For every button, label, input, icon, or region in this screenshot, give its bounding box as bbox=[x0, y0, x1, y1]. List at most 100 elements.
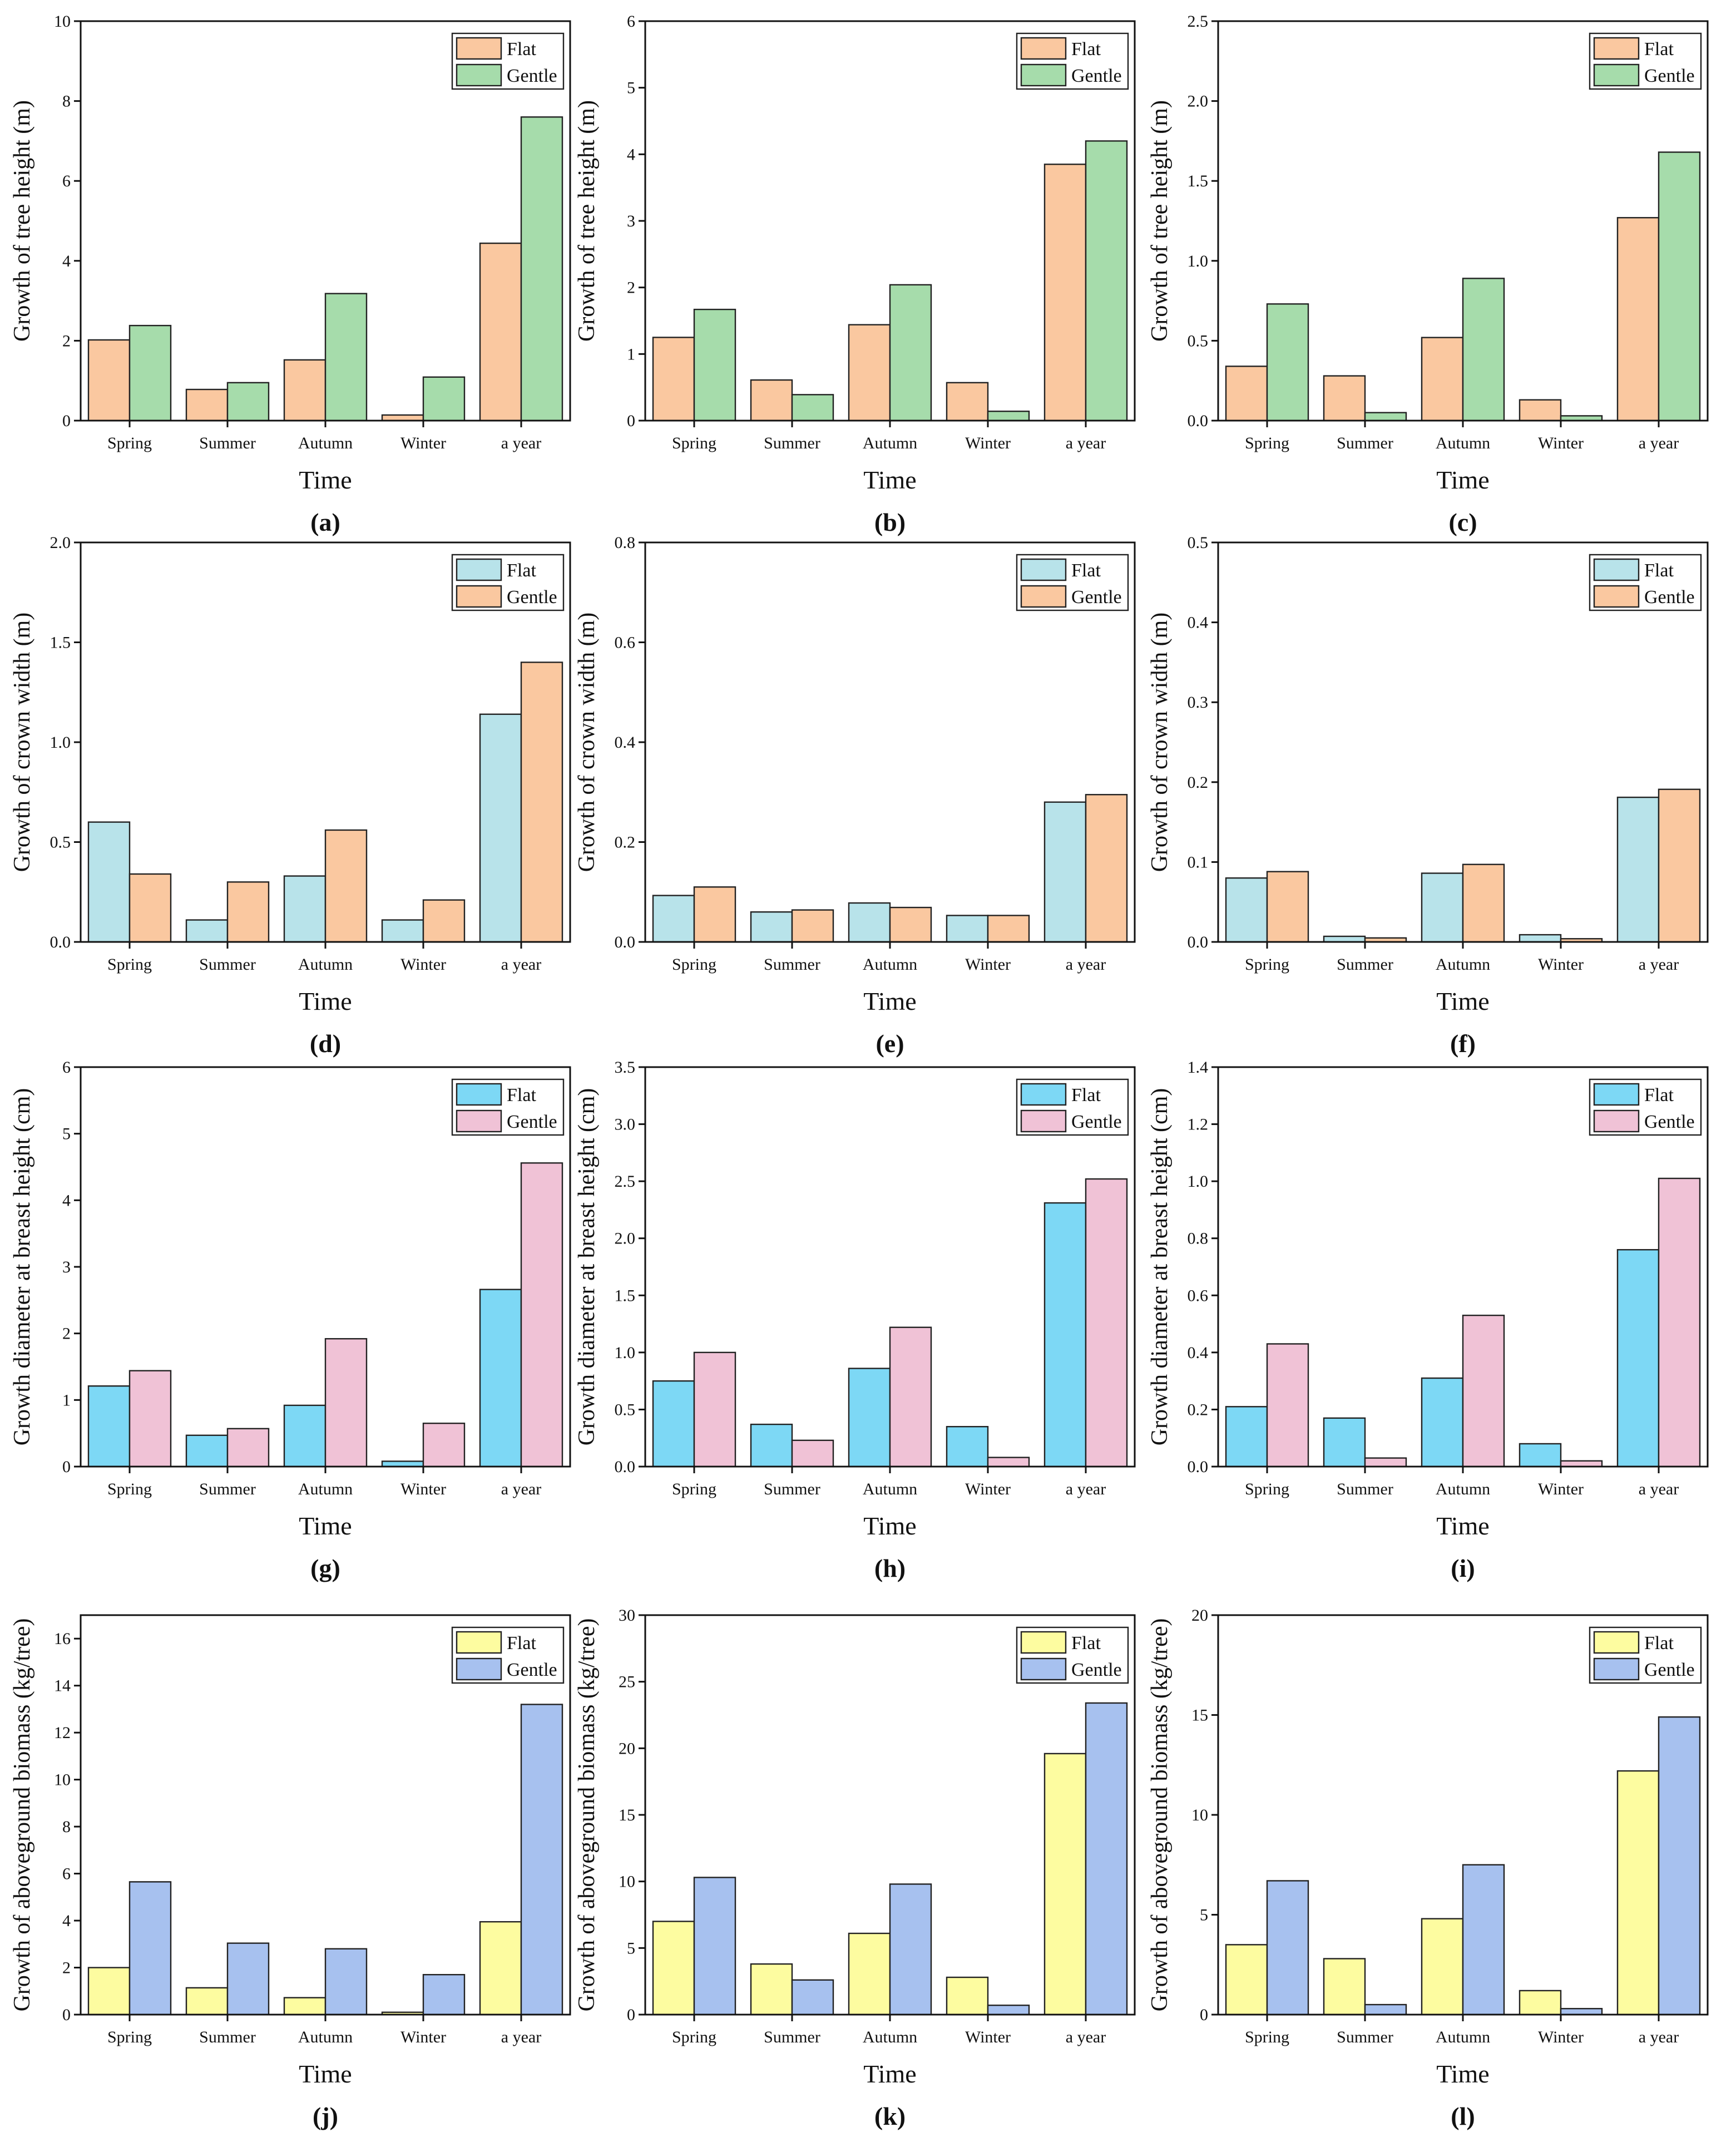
legend-label-gentle: Gentle bbox=[507, 587, 557, 608]
legend-swatch-flat bbox=[1593, 37, 1640, 60]
x-tick-label: Autumn bbox=[863, 2028, 917, 2046]
bar-flat-spring bbox=[87, 1385, 131, 1468]
bar-gentle-a-year bbox=[1085, 140, 1128, 422]
y-tick-label: 10 bbox=[619, 1873, 635, 1891]
x-axis-title: Time bbox=[299, 987, 352, 1015]
legend-swatch-gentle bbox=[1593, 1657, 1640, 1681]
bar-gentle-autumn bbox=[324, 1338, 368, 1468]
legend-label-gentle: Gentle bbox=[1644, 587, 1695, 608]
y-tick-label: 0.4 bbox=[1188, 614, 1209, 632]
y-axis-title: Growth of aboveground biomass (kg/tree) bbox=[574, 1618, 600, 2012]
bar-gentle-summer bbox=[791, 909, 834, 943]
y-tick-label: 0 bbox=[62, 1458, 71, 1476]
y-tick-label: 0.0 bbox=[615, 933, 636, 951]
bar-gentle-summer bbox=[791, 394, 834, 422]
bar-flat-autumn bbox=[283, 875, 327, 943]
y-tick-label: 0 bbox=[62, 412, 71, 430]
x-axis-title: Time bbox=[863, 466, 916, 494]
y-axis-title: Growth of crown width (m) bbox=[574, 613, 600, 872]
panel-label: (b) bbox=[874, 508, 906, 536]
bar-flat-a-year bbox=[1616, 217, 1660, 422]
x-tick-label: a year bbox=[501, 434, 541, 452]
bar-flat-summer bbox=[185, 1987, 229, 2016]
y-tick-label: 14 bbox=[54, 1677, 71, 1695]
bar-gentle-a-year bbox=[1085, 794, 1128, 943]
bar-gentle-winter bbox=[422, 899, 466, 943]
x-tick-label: a year bbox=[501, 955, 541, 974]
bar-flat-a-year bbox=[1616, 796, 1660, 943]
y-tick-label: 1.0 bbox=[1188, 252, 1209, 270]
bar-flat-summer bbox=[750, 911, 793, 943]
y-axis-title: Growth of aboveground biomass (kg/tree) bbox=[9, 1618, 35, 2012]
y-axis-title: Growth of tree height (m) bbox=[574, 100, 600, 342]
bar-gentle-spring bbox=[1266, 303, 1309, 422]
bar-gentle-a-year bbox=[1658, 1177, 1701, 1468]
y-tick-label: 15 bbox=[619, 1806, 635, 1824]
bar-flat-summer bbox=[750, 1423, 793, 1468]
x-tick-label: Summer bbox=[199, 2028, 256, 2046]
y-axis-title: Growth of crown width (m) bbox=[9, 613, 35, 872]
bar-flat-autumn bbox=[1421, 337, 1464, 422]
bar-gentle-summer bbox=[226, 1942, 270, 2016]
legend-label-gentle: Gentle bbox=[1071, 1112, 1122, 1132]
y-tick-label: 1.4 bbox=[1188, 1058, 1209, 1077]
bar-flat-spring bbox=[1225, 366, 1268, 422]
bar-flat-a-year bbox=[479, 1921, 522, 2016]
x-tick-label: Winter bbox=[965, 1480, 1011, 1498]
y-tick-label: 5 bbox=[627, 79, 635, 97]
x-tick-label: a year bbox=[1639, 2028, 1679, 2046]
bar-flat-winter bbox=[946, 915, 989, 943]
y-tick-label: 0.2 bbox=[1188, 773, 1209, 792]
bar-flat-winter bbox=[946, 1425, 989, 1468]
bar-gentle-winter bbox=[987, 1457, 1030, 1468]
bar-flat-summer bbox=[1323, 935, 1366, 943]
x-tick-label: Winter bbox=[1538, 1480, 1584, 1498]
x-tick-label: a year bbox=[1066, 1480, 1106, 1498]
x-tick-label: Summer bbox=[764, 955, 820, 974]
legend: Flat Gentle bbox=[1016, 1626, 1129, 1684]
y-tick-label: 25 bbox=[619, 1673, 635, 1691]
bar-gentle-summer bbox=[791, 1439, 834, 1468]
bar-gentle-spring bbox=[128, 1370, 172, 1468]
panel-label: (j) bbox=[313, 2102, 338, 2130]
legend-label-gentle: Gentle bbox=[1644, 1112, 1695, 1132]
bar-gentle-autumn bbox=[324, 1948, 368, 2016]
bar-gentle-a-year bbox=[1085, 1178, 1128, 1468]
x-tick-label: a year bbox=[1066, 2028, 1106, 2046]
y-tick-label: 0 bbox=[1200, 2006, 1208, 2024]
legend-swatch-flat bbox=[1020, 1631, 1067, 1654]
y-tick-label: 30 bbox=[619, 1606, 635, 1625]
bar-flat-spring bbox=[1225, 877, 1268, 943]
y-tick-label: 0.4 bbox=[1188, 1344, 1209, 1362]
bar-flat-spring bbox=[87, 821, 131, 943]
legend: Flat Gentle bbox=[1016, 1078, 1129, 1136]
x-axis-title: Time bbox=[863, 987, 916, 1015]
y-tick-label: 6 bbox=[627, 12, 635, 31]
x-tick-label: a year bbox=[1066, 434, 1106, 452]
bar-flat-autumn bbox=[283, 359, 327, 422]
y-tick-label: 0.4 bbox=[615, 733, 636, 752]
y-tick-label: 0.0 bbox=[1188, 1458, 1209, 1476]
legend-swatch-flat bbox=[1020, 37, 1067, 60]
y-tick-label: 15 bbox=[1191, 1706, 1208, 1725]
bar-flat-winter bbox=[1519, 1990, 1562, 2016]
bar-gentle-winter bbox=[987, 915, 1030, 943]
legend-swatch-gentle bbox=[456, 63, 502, 87]
bar-flat-a-year bbox=[1616, 1249, 1660, 1468]
y-tick-label: 0.1 bbox=[1188, 853, 1209, 871]
legend-swatch-gentle bbox=[456, 1109, 502, 1133]
bar-flat-summer bbox=[185, 919, 229, 943]
x-tick-label: a year bbox=[1066, 955, 1106, 974]
y-tick-label: 1.0 bbox=[615, 1344, 636, 1362]
bar-gentle-autumn bbox=[324, 293, 368, 422]
y-tick-label: 1.5 bbox=[50, 634, 71, 652]
y-tick-label: 2.5 bbox=[1188, 12, 1209, 31]
panel-label: (g) bbox=[310, 1554, 340, 1582]
y-tick-label: 4 bbox=[62, 252, 71, 270]
bar-flat-a-year bbox=[1043, 1202, 1087, 1468]
bar-gentle-spring bbox=[128, 873, 172, 943]
bar-flat-spring bbox=[652, 1380, 695, 1468]
bar-flat-autumn bbox=[1421, 1918, 1464, 2016]
panel-label: (f) bbox=[1450, 1029, 1476, 1058]
bar-gentle-autumn bbox=[1462, 1314, 1505, 1468]
